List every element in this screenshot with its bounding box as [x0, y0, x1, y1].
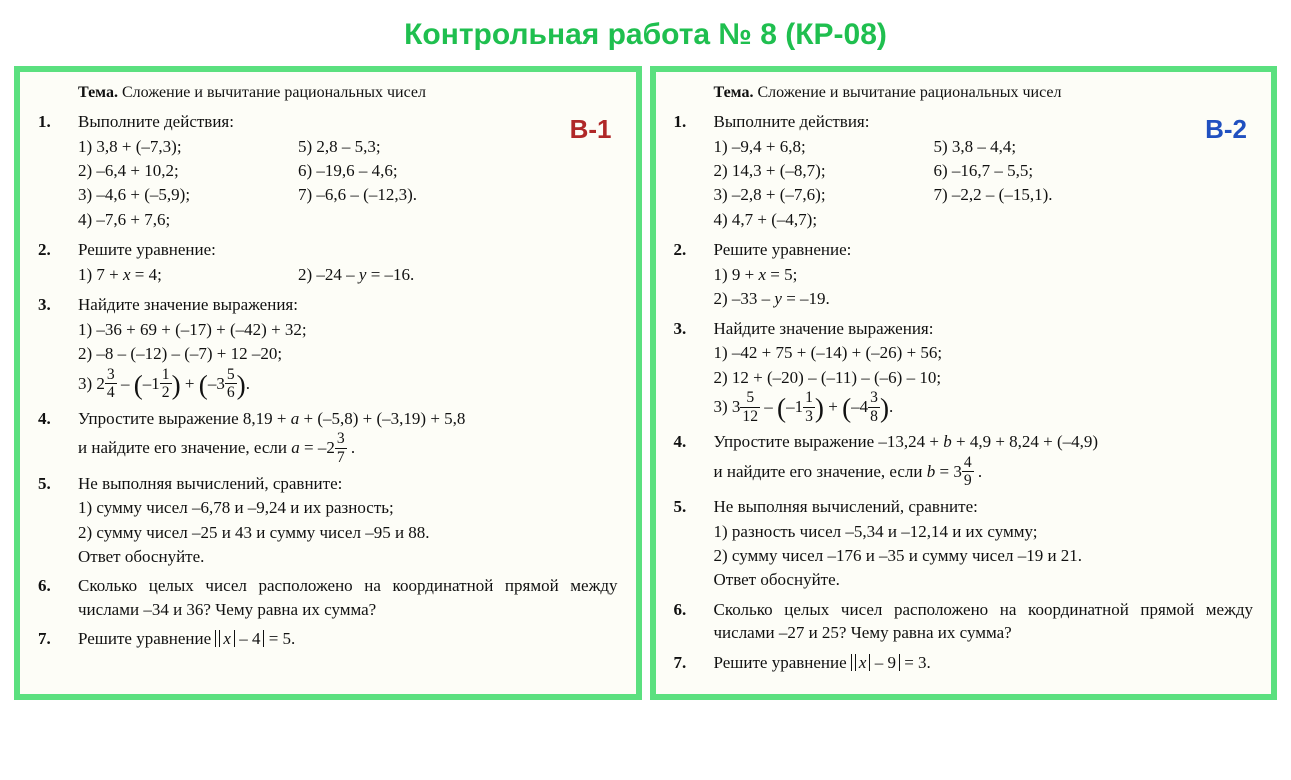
t5-l2: 2) сумму чисел –176 и –35 и сумму чисел … — [714, 544, 1254, 567]
task-5: Не выполняя вычислений, сравните: 1) сум… — [78, 472, 618, 569]
task-head: Решите уравнение: — [714, 238, 1254, 261]
task-head: Не выполняя вычислений, сравните: — [78, 472, 618, 495]
task-4: Упростите выражение 8,19 + a + (–5,8) + … — [78, 407, 618, 466]
t2-e2: 2) –33 – y = –19. — [714, 287, 1254, 310]
t3-l1: 1) –36 + 69 + (–17) + (–42) + 32; — [78, 318, 618, 341]
topic-label: Тема. — [714, 84, 754, 101]
t5-l3: Ответ обоснуйте. — [714, 568, 1254, 591]
t3-l1: 1) –42 + 75 + (–14) + (–26) + 56; — [714, 341, 1254, 364]
task-4: Упростите выражение –13,24 + b + 4,9 + 8… — [714, 430, 1254, 489]
t4-l1: Упростите выражение 8,19 + a + (–5,8) + … — [78, 407, 618, 430]
page-title: Контрольная работа № 8 (КР-08) — [0, 0, 1291, 66]
panels-container: В-1 Тема. Сложение и вычитание рациональ… — [0, 66, 1291, 714]
task-3: Найдите значение выражения: 1) –36 + 69 … — [78, 293, 618, 401]
t5-l2: 2) сумму чисел –25 и 43 и сумму чисел –9… — [78, 521, 618, 544]
task-1: Выполните действия: 1) –9,4 + 6,8; 2) 14… — [714, 110, 1254, 232]
task-head: Не выполняя вычислений, сравните: — [714, 495, 1254, 518]
t1-a3: 3) –4,6 + (–5,9); — [78, 183, 298, 206]
t1-b7: 7) –2,2 – (–15,1). — [934, 183, 1254, 206]
t1-a3: 3) –2,8 + (–7,6); — [714, 183, 934, 206]
t1-b6: 6) –19,6 – 4,6; — [298, 159, 618, 182]
t3-l2: 2) –8 – (–12) – (–7) + 12 –20; — [78, 342, 618, 365]
topic-v2: Тема. Сложение и вычитание рациональных … — [714, 82, 1254, 104]
t4-l2: и найдите его значение, если b = 349 . — [714, 455, 1254, 489]
t1-a4: 4) –7,6 + 7,6; — [78, 208, 298, 231]
topic-text: Сложение и вычитание рациональных чисел — [757, 84, 1061, 101]
t5-l1: 1) сумму чисел –6,78 и –9,24 и их разнос… — [78, 496, 618, 519]
task-2: Решите уравнение: 1) 9 + x = 5; 2) –33 –… — [714, 238, 1254, 310]
task-6: Сколько целых чисел расположено на коорд… — [78, 574, 618, 621]
task-6: Сколько целых чисел расположено на коорд… — [714, 598, 1254, 645]
task-head: Выполните действия: — [714, 110, 1254, 133]
t1-b6: 6) –16,7 – 5,5; — [934, 159, 1254, 182]
panel-v1: В-1 Тема. Сложение и вычитание рациональ… — [14, 66, 642, 700]
task-5: Не выполняя вычислений, сравните: 1) раз… — [714, 495, 1254, 592]
t2-e2: 2) –24 – y = –16. — [298, 263, 618, 286]
task-2: Решите уравнение: 1) 7 + x = 4; 2) –24 –… — [78, 238, 618, 287]
t1-b7: 7) –6,6 – (–12,3). — [298, 183, 618, 206]
t3-l3: 3) 3512 – (–113) + (–438). — [714, 390, 1254, 424]
t4-l1: Упростите выражение –13,24 + b + 4,9 + 8… — [714, 430, 1254, 453]
task-1: Выполните действия: 1) 3,8 + (–7,3); 2) … — [78, 110, 618, 232]
t1-b5: 5) 2,8 – 5,3; — [298, 135, 618, 158]
task-7: Решите уравнение x – 9 = 3. — [714, 651, 1254, 674]
task-3: Найдите значение выражения: 1) –42 + 75 … — [714, 317, 1254, 425]
t1-a2: 2) –6,4 + 10,2; — [78, 159, 298, 182]
topic-v1: Тема. Сложение и вычитание рациональных … — [78, 82, 618, 104]
task-head: Найдите значение выражения: — [78, 293, 618, 316]
t3-l2: 2) 12 + (–20) – (–11) – (–6) – 10; — [714, 366, 1254, 389]
t4-l2: и найдите его значение, если a = –237 . — [78, 431, 618, 465]
t1-a1: 1) –9,4 + 6,8; — [714, 135, 934, 158]
panel-v2: В-2 Тема. Сложение и вычитание рациональ… — [650, 66, 1278, 700]
t5-l1: 1) разность чисел –5,34 и –12,14 и их су… — [714, 520, 1254, 543]
t3-l3: 3) 234 – (–112) + (–356). — [78, 367, 618, 401]
t2-e1: 1) 7 + x = 4; — [78, 263, 298, 286]
topic-text: Сложение и вычитание рациональных чисел — [122, 84, 426, 101]
t1-a4: 4) 4,7 + (–4,7); — [714, 208, 934, 231]
t1-a2: 2) 14,3 + (–8,7); — [714, 159, 934, 182]
task-head: Найдите значение выражения: — [714, 317, 1254, 340]
tasks-v1: Выполните действия: 1) 3,8 + (–7,3); 2) … — [38, 110, 618, 651]
topic-label: Тема. — [78, 84, 118, 101]
t1-a1: 1) 3,8 + (–7,3); — [78, 135, 298, 158]
t5-l3: Ответ обоснуйте. — [78, 545, 618, 568]
t2-e1: 1) 9 + x = 5; — [714, 263, 1254, 286]
task-head: Выполните действия: — [78, 110, 618, 133]
task-head: Решите уравнение: — [78, 238, 618, 261]
task-7: Решите уравнение x – 4 = 5. — [78, 627, 618, 650]
tasks-v2: Выполните действия: 1) –9,4 + 6,8; 2) 14… — [674, 110, 1254, 674]
t1-b5: 5) 3,8 – 4,4; — [934, 135, 1254, 158]
